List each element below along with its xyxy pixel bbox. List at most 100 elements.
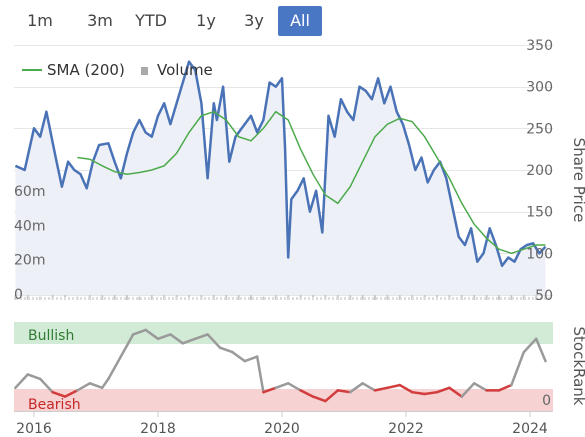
volume-bar-minor [232,297,234,300]
price-axis-ticks: 50 100 150 200 250 300 350 [526,38,553,304]
volume-bar-minor [160,297,162,300]
stockrank-segment [510,350,526,387]
volume-bar-minor [72,297,74,300]
volume-bar [460,293,463,300]
volume-bar [250,293,252,300]
volume-bar-minor [356,297,358,300]
volume-bar-minor [412,297,414,300]
volume-bar-minor [444,297,446,300]
volume-bar-minor [524,297,526,300]
volume-bar-minor [132,297,134,300]
volume-bar-minor [192,297,194,300]
volume-bar-minor [280,297,282,300]
stockrank-segment [286,382,302,392]
time-tick-label: 2022 [388,421,424,437]
volume-tick-label: 40m [14,218,45,234]
stockrank-segment [14,373,30,390]
volume-bar-minor [532,297,534,300]
volume-bar-minor [484,297,486,300]
range-button-3m[interactable]: 3m [87,11,113,30]
volume-bar-minor [488,297,490,300]
volume-bar-minor [428,297,430,300]
volume-bar-minor [184,297,186,300]
volume-bar-minor [40,297,42,300]
range-button-1y[interactable]: 1y [196,11,216,30]
volume-bar-minor [436,297,438,300]
volume-bar-minor [344,297,346,300]
volume-bar [262,296,265,300]
volume-bar-minor [424,297,426,300]
stockrank-segment [497,383,513,392]
stockrank-segment [373,386,389,392]
bearish-band [14,389,553,411]
sma-line [77,110,546,255]
price-tick-label: 350 [526,38,553,54]
volume-bar-minor [136,297,138,300]
volume-bar [473,294,476,300]
bearish-label: Bearish [28,397,81,413]
range-button-all[interactable]: All [278,6,322,36]
volume-bar-minor [64,297,66,300]
volume-bar-minor [148,297,150,300]
volume-bar-minor [368,297,370,300]
stockrank-segment [324,389,340,403]
volume-bar-minor [380,297,382,300]
rank-bands: Bullish Bearish [14,322,553,413]
volume-bar [510,294,513,300]
stockrank-line [14,328,547,403]
volume-bar-minor [420,297,422,300]
volume-bar-minor [348,297,350,300]
stockrank-segment [255,355,265,394]
volume-bar-minor [172,297,174,300]
stockrank-segment [311,395,327,403]
volume-bar-minor [408,297,410,300]
volume-bar [26,294,29,300]
volume-bar-minor [372,297,374,300]
stockrank-segment [336,389,352,394]
volume-bar-minor [464,297,466,300]
stockrank-segment [63,389,79,398]
volume-bar-minor [396,297,398,300]
volume-bar-minor [32,297,34,300]
volume-bar-minor [328,297,330,300]
volume-bar-minor [96,297,98,300]
volume-bar-minor [208,297,210,300]
volume-bar [212,293,215,300]
range-button-1m[interactable]: 1m [27,11,53,30]
volume-bar [361,291,364,300]
time-tick-label: 2020 [264,421,300,437]
price-tick-label: 300 [526,80,553,96]
volume-bar-minor [536,297,538,300]
volume-bar-minor [492,297,494,300]
volume-bar-minor [392,297,394,300]
legend-volume-label[interactable]: Volume [157,61,213,79]
stockrank-segment [398,383,414,394]
volume-bar-minor [144,297,146,300]
volume-bar-minor [360,297,362,300]
volume-bar-minor [528,297,530,300]
range-button-ytd[interactable]: YTD [135,11,167,30]
volume-bar-minor [108,297,110,300]
volume-bar-minor [480,297,482,300]
volume-bar-minor [500,297,502,300]
volume-bar-minor [224,297,226,300]
stockrank-segment [299,389,315,398]
volume-bar-minor [496,297,498,300]
time-tick-label: 2018 [140,421,176,437]
volume-bar-minor [204,297,206,300]
stockrank-axis-title: StockRank [570,327,585,406]
stockrank-segment [131,328,147,336]
stockrank-segment [100,377,110,390]
stockrank-segment [460,382,476,398]
range-button-3y[interactable]: 3y [244,11,264,30]
stockrank-segment [38,377,54,394]
volume-bar-minor [240,297,242,300]
volume-bar-minor [384,297,386,300]
legend-sma-label[interactable]: SMA (200) [47,61,125,79]
stockrank-segment [119,333,135,358]
stockrank-segment [156,333,172,341]
volume-bar [386,294,389,300]
volume-bar-minor [248,297,250,300]
volume-bar-minor [76,297,78,300]
volume-bar-minor [512,297,514,300]
